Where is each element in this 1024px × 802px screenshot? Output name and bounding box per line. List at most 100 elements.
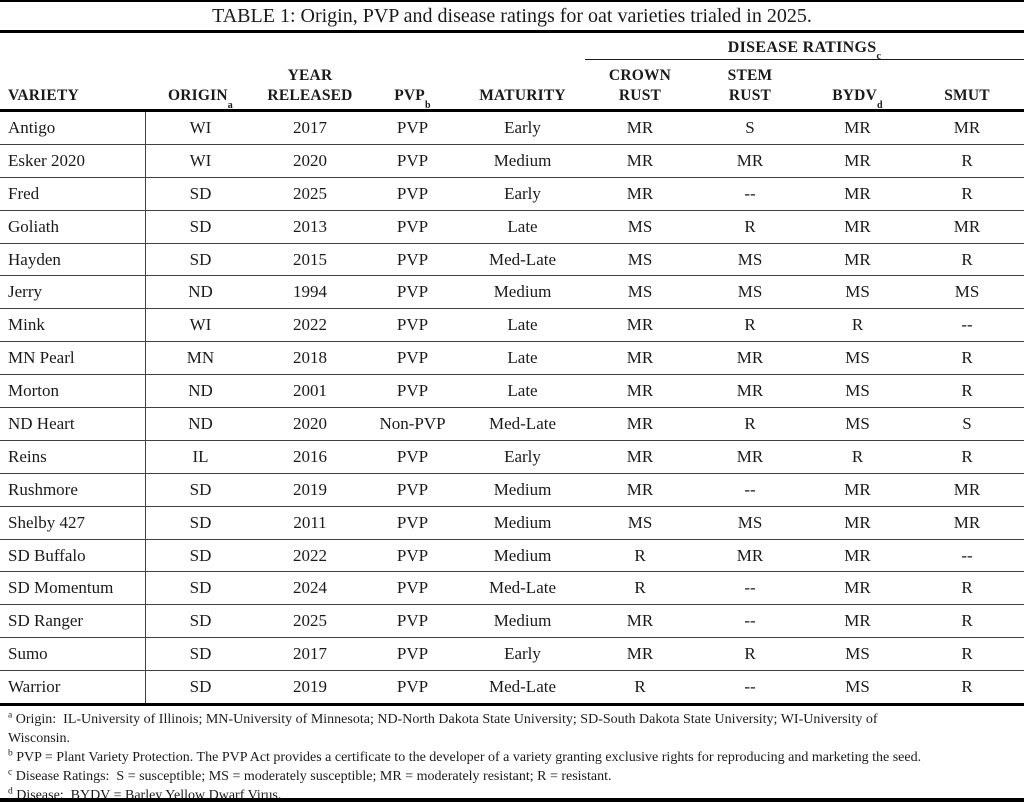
data-cell: WI (189, 117, 212, 137)
data-cell: R (744, 216, 756, 236)
data-cell: 2011 (293, 512, 327, 532)
data-cell: PVP (396, 315, 429, 335)
data-cell: R (744, 315, 756, 335)
data-cell: -- (744, 611, 756, 631)
data-cell: Late (507, 381, 538, 401)
data-cell: MR (626, 117, 654, 137)
data-cell: PVP (396, 381, 429, 401)
variety-cell: Fred (0, 177, 146, 210)
data-cell: Medium (493, 479, 552, 499)
data-cell: R (961, 578, 973, 598)
data-cell: Late (507, 348, 538, 368)
data-cell: 2020 (293, 413, 327, 433)
data-cell: MR (953, 216, 981, 236)
data-cell: 2015 (293, 249, 327, 269)
data-cell: PVP (396, 578, 429, 598)
data-cell: PVP (396, 611, 429, 631)
data-cell: MR (626, 348, 654, 368)
variety-cell: SD Ranger (0, 605, 146, 638)
data-cell: MR (953, 117, 981, 137)
col-header-variety: VARIETY (8, 87, 79, 104)
table-row: Jerry ND 1994 PVP Medium MS MS MS MS (0, 276, 1024, 310)
data-cell: PVP (396, 249, 429, 269)
table-row: SD Momentum SD 2024 PVP Med-Late R -- MR R (0, 572, 1024, 606)
variety-cell: Rushmore (0, 473, 146, 506)
data-cell: MS (627, 282, 653, 302)
data-cell: R (961, 150, 973, 170)
table-row: Sumo SD 2017 PVP Early MR R MS R (0, 638, 1024, 672)
variety-cell: Esker 2020 (0, 144, 146, 177)
data-cell: 2016 (293, 446, 327, 466)
data-cell: MS (845, 677, 870, 697)
data-cell: MR (626, 315, 654, 335)
data-cell: MR (626, 446, 654, 466)
data-cell: 2019 (293, 677, 327, 697)
data-cell: MR (844, 578, 871, 598)
data-cell: S (745, 117, 755, 137)
col-header-crown-rust: CROWN RUST (608, 67, 672, 104)
data-cell: 2024 (293, 578, 327, 598)
data-cell: R (851, 446, 864, 466)
data-cell: IL (192, 446, 209, 466)
data-cell: MR (736, 348, 764, 368)
data-cell: R (961, 381, 973, 401)
col-header-year-released: YEAR RELEASED (267, 67, 353, 104)
data-cell: -- (961, 545, 973, 565)
data-cell: MR (736, 545, 764, 565)
data-cell: MR (844, 611, 871, 631)
table-row: SD Ranger SD 2025 PVP Medium MR -- MR R (0, 605, 1024, 639)
data-cell: SD (189, 479, 212, 499)
data-cell: R (961, 644, 973, 664)
data-cell: MR (626, 381, 654, 401)
data-cell: MR (953, 512, 981, 532)
table-header: DISEASE RATINGS c VARIETY ORIGIN a YEAR RE… (0, 33, 1024, 112)
header-spacer (0, 33, 585, 60)
data-cell: 2022 (293, 545, 327, 565)
data-cell: Med-Late (488, 677, 557, 697)
data-cell: WI (189, 150, 212, 170)
table-row: Rushmore SD 2019 PVP Medium MR -- MR MR (0, 473, 1024, 507)
group-header-label: DISEASE RATINGS (727, 39, 877, 56)
col-header-pvp: PVP b (394, 87, 431, 111)
table-row: MN Pearl MN 2018 PVP Late MR MR MS R (0, 342, 1024, 376)
variety-cell: Morton (0, 375, 146, 408)
data-cell: MR (736, 150, 764, 170)
table-row: Morton ND 2001 PVP Late MR MR MS R (0, 375, 1024, 409)
data-cell: MS (737, 249, 763, 269)
data-cell: MR (626, 413, 654, 433)
data-cell: PVP (396, 677, 429, 697)
data-cell: MR (844, 117, 871, 137)
data-cell: MS (737, 512, 763, 532)
data-cell: MR (844, 512, 871, 532)
table-body: Antigo WI 2017 PVP Early MR S MR MR Esker 2020 WI 2… (0, 112, 1024, 706)
data-cell: WI (189, 315, 212, 335)
table-title: TABLE 1: Origin, PVP and disease ratings… (212, 4, 812, 27)
variety-cell: SD Buffalo (0, 539, 146, 572)
table-row: Warrior SD 2019 PVP Med-Late R -- MS R (0, 671, 1024, 704)
data-cell: MS (845, 413, 870, 433)
data-cell: MS (845, 644, 870, 664)
data-cell: 2018 (293, 348, 327, 368)
table-row: Esker 2020 WI 2020 PVP Medium MR MR MR R (0, 144, 1024, 178)
data-cell: 2001 (293, 381, 327, 401)
data-cell: Med-Late (488, 578, 557, 598)
data-cell: Early (504, 644, 541, 664)
table-title-bar: TABLE 1: Origin, PVP and disease ratings… (0, 2, 1024, 33)
data-cell: 2013 (293, 216, 327, 236)
data-cell: MR (844, 249, 871, 269)
data-cell: Med-Late (488, 249, 557, 269)
data-cell: R (961, 249, 973, 269)
data-cell: PVP (396, 479, 429, 499)
data-cell: MS (627, 249, 653, 269)
data-cell: MR (844, 545, 871, 565)
table-row: ND Heart ND 2020 Non-PVP Med-Late MR R MS S (0, 408, 1024, 441)
footnote-disease-ratings: c Disease Ratings: S = susceptible; MS =… (8, 767, 612, 784)
table-row: Antigo WI 2017 PVP Early MR S MR MR (0, 112, 1024, 145)
data-cell: MR (626, 183, 654, 203)
variety-cell: Shelby 427 (0, 506, 146, 539)
data-cell: 2019 (293, 479, 327, 499)
data-cell: 2017 (293, 117, 327, 137)
variety-cell: SD Momentum (0, 572, 146, 605)
data-cell: R (961, 348, 973, 368)
